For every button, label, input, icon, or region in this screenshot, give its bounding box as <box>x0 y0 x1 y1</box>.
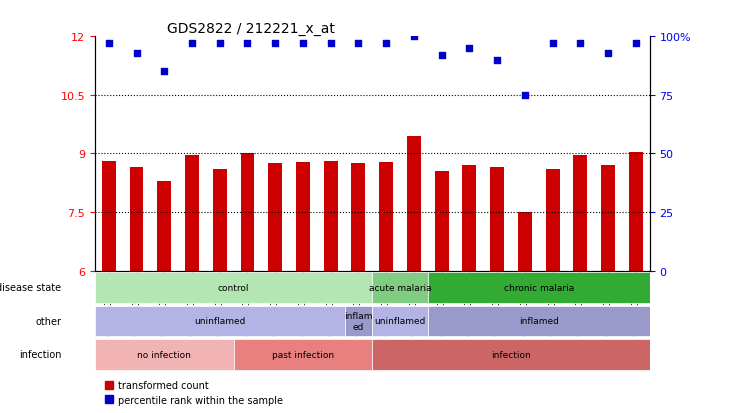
Point <box>131 50 142 57</box>
Text: inflam
ed: inflam ed <box>344 311 373 331</box>
Text: acute malaria: acute malaria <box>369 283 431 292</box>
Point <box>297 41 309 47</box>
Bar <box>463 166 477 271</box>
FancyBboxPatch shape <box>234 339 372 370</box>
Point <box>380 41 392 47</box>
Bar <box>629 152 643 271</box>
Text: past infection: past infection <box>272 350 334 359</box>
Text: GDS2822 / 212221_x_at: GDS2822 / 212221_x_at <box>167 22 335 36</box>
Bar <box>102 162 116 271</box>
FancyBboxPatch shape <box>428 273 650 303</box>
Text: disease state: disease state <box>0 283 61 293</box>
Point <box>630 41 642 47</box>
Point <box>519 93 531 99</box>
FancyBboxPatch shape <box>372 339 650 370</box>
Bar <box>518 213 532 271</box>
Point <box>602 50 614 57</box>
Text: no infection: no infection <box>137 350 191 359</box>
Point <box>186 41 198 47</box>
FancyBboxPatch shape <box>345 306 372 336</box>
Bar <box>602 166 615 271</box>
Point <box>269 41 281 47</box>
Bar <box>296 163 310 271</box>
Point <box>353 41 364 47</box>
Bar <box>241 154 255 271</box>
Text: infection: infection <box>19 350 61 360</box>
Text: infection: infection <box>491 350 531 359</box>
Text: chronic malaria: chronic malaria <box>504 283 574 292</box>
Bar <box>185 155 199 271</box>
FancyBboxPatch shape <box>95 273 372 303</box>
FancyBboxPatch shape <box>372 306 428 336</box>
Bar <box>352 164 366 271</box>
Point <box>214 41 226 47</box>
Bar <box>269 164 283 271</box>
Point <box>325 41 337 47</box>
Point <box>575 41 586 47</box>
Bar <box>158 181 172 271</box>
FancyBboxPatch shape <box>372 273 428 303</box>
Text: other: other <box>36 316 61 326</box>
Bar <box>407 137 420 271</box>
Bar <box>130 168 144 271</box>
Point <box>103 41 115 47</box>
Bar <box>491 168 504 271</box>
Bar <box>380 163 393 271</box>
Bar <box>435 172 448 271</box>
Point <box>464 45 475 52</box>
Text: inflamed: inflamed <box>519 317 558 326</box>
Point <box>436 52 447 59</box>
Legend: transformed count, percentile rank within the sample: transformed count, percentile rank withi… <box>100 376 287 409</box>
Bar <box>546 170 560 271</box>
Bar <box>574 156 588 271</box>
Point <box>547 41 558 47</box>
Bar <box>324 161 338 271</box>
FancyBboxPatch shape <box>95 339 234 370</box>
Point <box>491 57 503 64</box>
FancyBboxPatch shape <box>428 306 650 336</box>
Text: control: control <box>218 283 250 292</box>
Text: uninflamed: uninflamed <box>194 317 245 326</box>
Point <box>408 34 420 40</box>
FancyBboxPatch shape <box>95 306 345 336</box>
Point <box>242 41 253 47</box>
Bar <box>213 170 227 271</box>
Text: uninflamed: uninflamed <box>374 317 426 326</box>
Point <box>158 69 170 76</box>
